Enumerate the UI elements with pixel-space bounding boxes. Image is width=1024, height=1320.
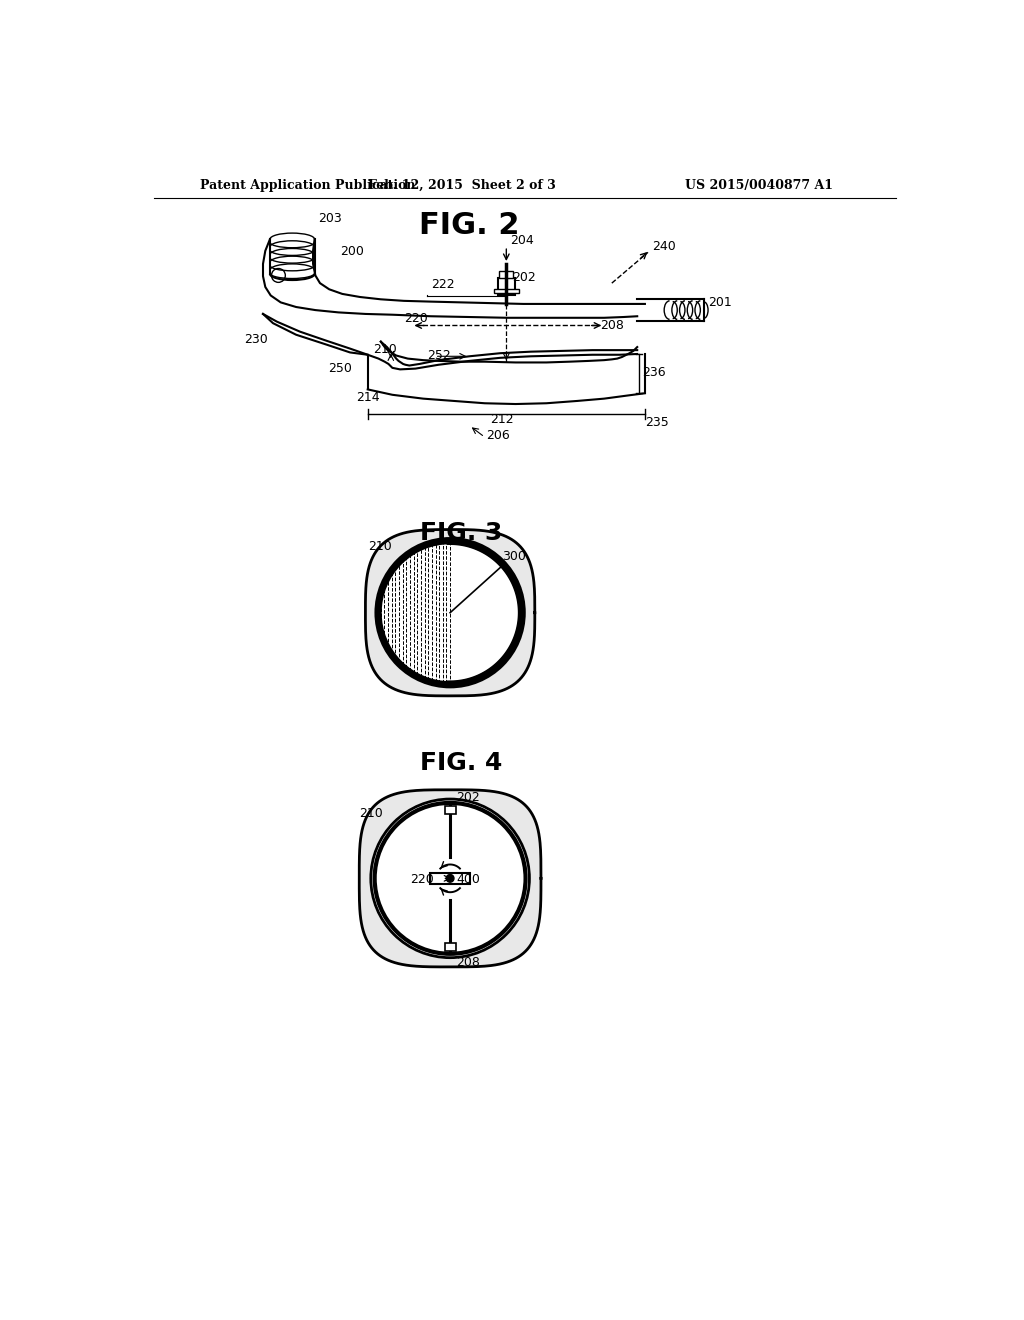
Text: 202: 202 (457, 792, 480, 804)
Text: 210: 210 (373, 343, 397, 356)
Text: 203: 203 (318, 213, 342, 226)
Polygon shape (366, 529, 535, 696)
Circle shape (379, 541, 521, 684)
Circle shape (446, 874, 454, 882)
Circle shape (371, 799, 529, 958)
Text: 236: 236 (643, 366, 667, 379)
Text: US 2015/0040877 A1: US 2015/0040877 A1 (685, 178, 833, 191)
Bar (500, 271, 513, 277)
Text: 400: 400 (457, 873, 480, 886)
Text: 240: 240 (652, 240, 677, 253)
Text: 212: 212 (489, 413, 513, 425)
Text: 235: 235 (645, 416, 669, 429)
Text: 222: 222 (431, 277, 455, 290)
Bar (494, 289, 518, 293)
Text: 210: 210 (369, 540, 392, 553)
Text: 220: 220 (403, 312, 428, 325)
Text: FIG. 2: FIG. 2 (419, 211, 519, 240)
Text: 250: 250 (328, 362, 351, 375)
Text: 214: 214 (356, 391, 380, 404)
Text: 206: 206 (486, 429, 510, 442)
Bar (430, 873, 470, 884)
Bar (498, 277, 515, 294)
Text: 230: 230 (245, 333, 268, 346)
Bar (444, 807, 456, 813)
Text: 210: 210 (359, 807, 383, 820)
Text: 200: 200 (340, 246, 364, 259)
Text: FIG. 3: FIG. 3 (421, 521, 503, 545)
Text: 252: 252 (427, 348, 451, 362)
Text: 204: 204 (510, 234, 534, 247)
Circle shape (375, 803, 525, 954)
Text: Feb. 12, 2015  Sheet 2 of 3: Feb. 12, 2015 Sheet 2 of 3 (368, 178, 556, 191)
Text: 201: 201 (708, 296, 732, 309)
Text: Patent Application Publication: Patent Application Publication (200, 178, 416, 191)
Text: 208: 208 (600, 319, 625, 333)
Text: 202: 202 (512, 271, 537, 284)
Bar (444, 942, 456, 950)
Text: 220: 220 (410, 873, 434, 886)
Text: FIG. 4: FIG. 4 (421, 751, 503, 775)
Text: 300: 300 (503, 550, 526, 564)
Circle shape (376, 539, 524, 686)
Text: 208: 208 (457, 956, 480, 969)
Polygon shape (359, 789, 541, 966)
